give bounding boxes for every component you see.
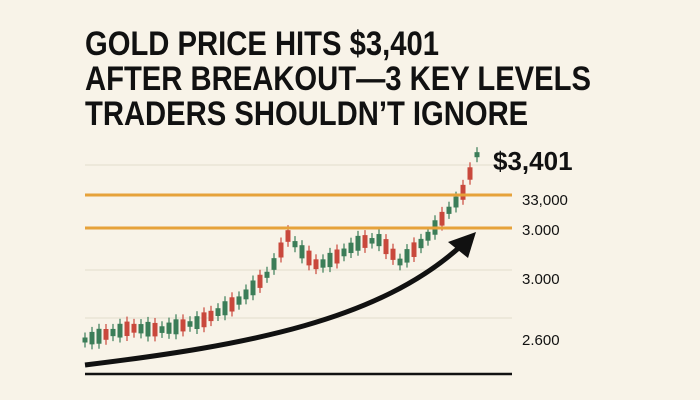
candle-body: [117, 323, 123, 338]
candle-body: [250, 280, 256, 296]
candle-body: [138, 324, 144, 334]
candle-body: [355, 235, 361, 251]
axis-label: 3.000: [522, 271, 560, 288]
candle-body: [243, 289, 249, 300]
candle-body: [397, 258, 403, 266]
axis-label: 2.600: [522, 332, 560, 349]
candle-body: [110, 328, 116, 337]
candle-body: [439, 211, 445, 226]
candle-body: [418, 238, 424, 249]
candle-body: [306, 250, 312, 266]
candle-body: [292, 241, 298, 248]
candle-body: [446, 206, 452, 214]
candle-body: [201, 312, 207, 328]
candle-body: [82, 337, 88, 343]
candle-body: [257, 274, 263, 288]
candle-body: [376, 234, 382, 247]
trend-arrow: [84, 243, 464, 368]
headline-line: GOLD PRICE HITS $3,401: [85, 24, 439, 63]
headline-line: AFTER BREAKOUT—3 KEY LEVELS: [85, 59, 591, 98]
candle-body: [467, 167, 473, 180]
candle-body: [215, 308, 221, 316]
candle-body: [390, 248, 396, 260]
candle-body: [222, 301, 228, 316]
price-label: $3,401: [493, 146, 573, 176]
axis-label: 33,000: [522, 192, 568, 209]
candle-body: [334, 249, 340, 264]
candle-body: [194, 316, 200, 330]
candle-body: [152, 322, 158, 337]
candle-body: [348, 242, 354, 254]
candle-body: [362, 235, 368, 248]
candle-body: [327, 252, 333, 268]
candle-body: [453, 196, 459, 208]
candle-body: [474, 152, 480, 158]
candle-body: [89, 331, 95, 345]
candle-body: [131, 323, 137, 333]
candle-body: [180, 319, 186, 332]
candle-body: [299, 245, 305, 259]
candle-body: [103, 329, 109, 340]
candle-body: [285, 230, 291, 242]
candle-body: [236, 296, 242, 305]
candle-body: [145, 321, 151, 337]
candle-body: [460, 184, 466, 200]
candle-body: [159, 326, 165, 333]
candle-body: [425, 231, 431, 241]
headline: GOLD PRICE HITS $3,401 AFTER BREAKOUT—3 …: [85, 24, 591, 133]
candle-body: [208, 310, 214, 322]
headline-line: TRADERS SHOULDN’T IGNORE: [85, 94, 528, 133]
candle-body: [313, 259, 319, 270]
candle-body: [229, 297, 235, 312]
candle-body: [278, 242, 284, 258]
candle-body: [173, 319, 179, 335]
candle-body: [96, 328, 102, 344]
arrow-head: [448, 232, 476, 258]
candle-body: [369, 238, 375, 244]
candle-body: [341, 248, 347, 257]
candles: [82, 147, 480, 350]
candle-body: [166, 322, 172, 334]
candle-body: [320, 259, 326, 268]
candle-body: [271, 258, 277, 270]
candle-body: [383, 239, 389, 255]
candle-body: [411, 242, 417, 257]
candle-body: [187, 321, 193, 327]
axis-label: 3.000: [522, 222, 560, 239]
candle-body: [264, 271, 270, 278]
candle-body: [404, 249, 410, 263]
candle-body: [124, 321, 130, 337]
